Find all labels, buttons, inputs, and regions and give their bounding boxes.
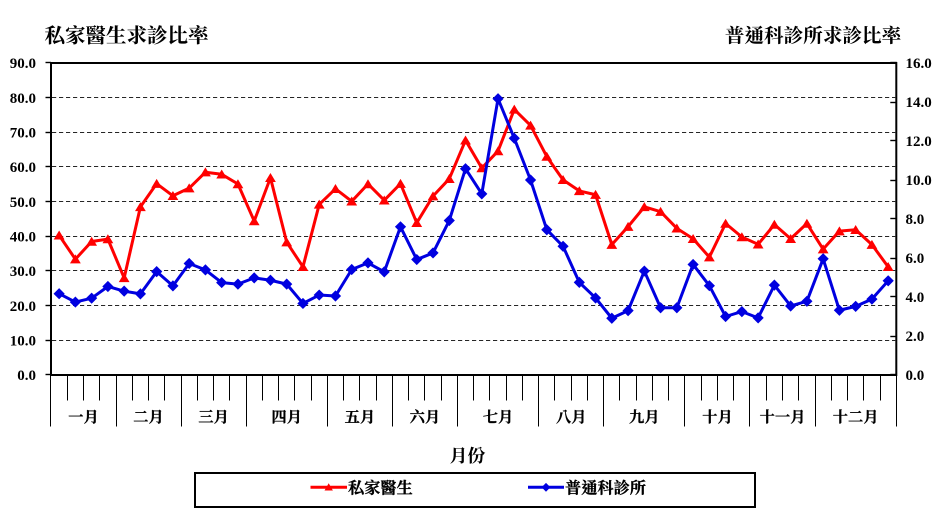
svg-text:90.0: 90.0	[10, 56, 36, 72]
svg-text:40.0: 40.0	[10, 230, 36, 246]
svg-text:60.0: 60.0	[10, 160, 36, 176]
svg-text:8.0: 8.0	[906, 212, 925, 228]
svg-text:50.0: 50.0	[10, 195, 36, 211]
svg-text:0.0: 0.0	[906, 368, 925, 384]
svg-text:14.0: 14.0	[906, 95, 932, 111]
svg-text:6.0: 6.0	[906, 251, 925, 267]
svg-text:20.0: 20.0	[10, 299, 36, 315]
svg-text:70.0: 70.0	[10, 126, 36, 142]
svg-text:4.0: 4.0	[906, 290, 925, 306]
svg-text:30.0: 30.0	[10, 264, 36, 280]
svg-text:10.0: 10.0	[10, 334, 36, 350]
svg-text:12.0: 12.0	[906, 134, 932, 150]
svg-text:16.0: 16.0	[906, 56, 932, 72]
svg-text:80.0: 80.0	[10, 91, 36, 107]
svg-text:10.0: 10.0	[906, 173, 932, 189]
svg-text:2.0: 2.0	[906, 329, 925, 345]
svg-text:0.0: 0.0	[17, 368, 36, 384]
